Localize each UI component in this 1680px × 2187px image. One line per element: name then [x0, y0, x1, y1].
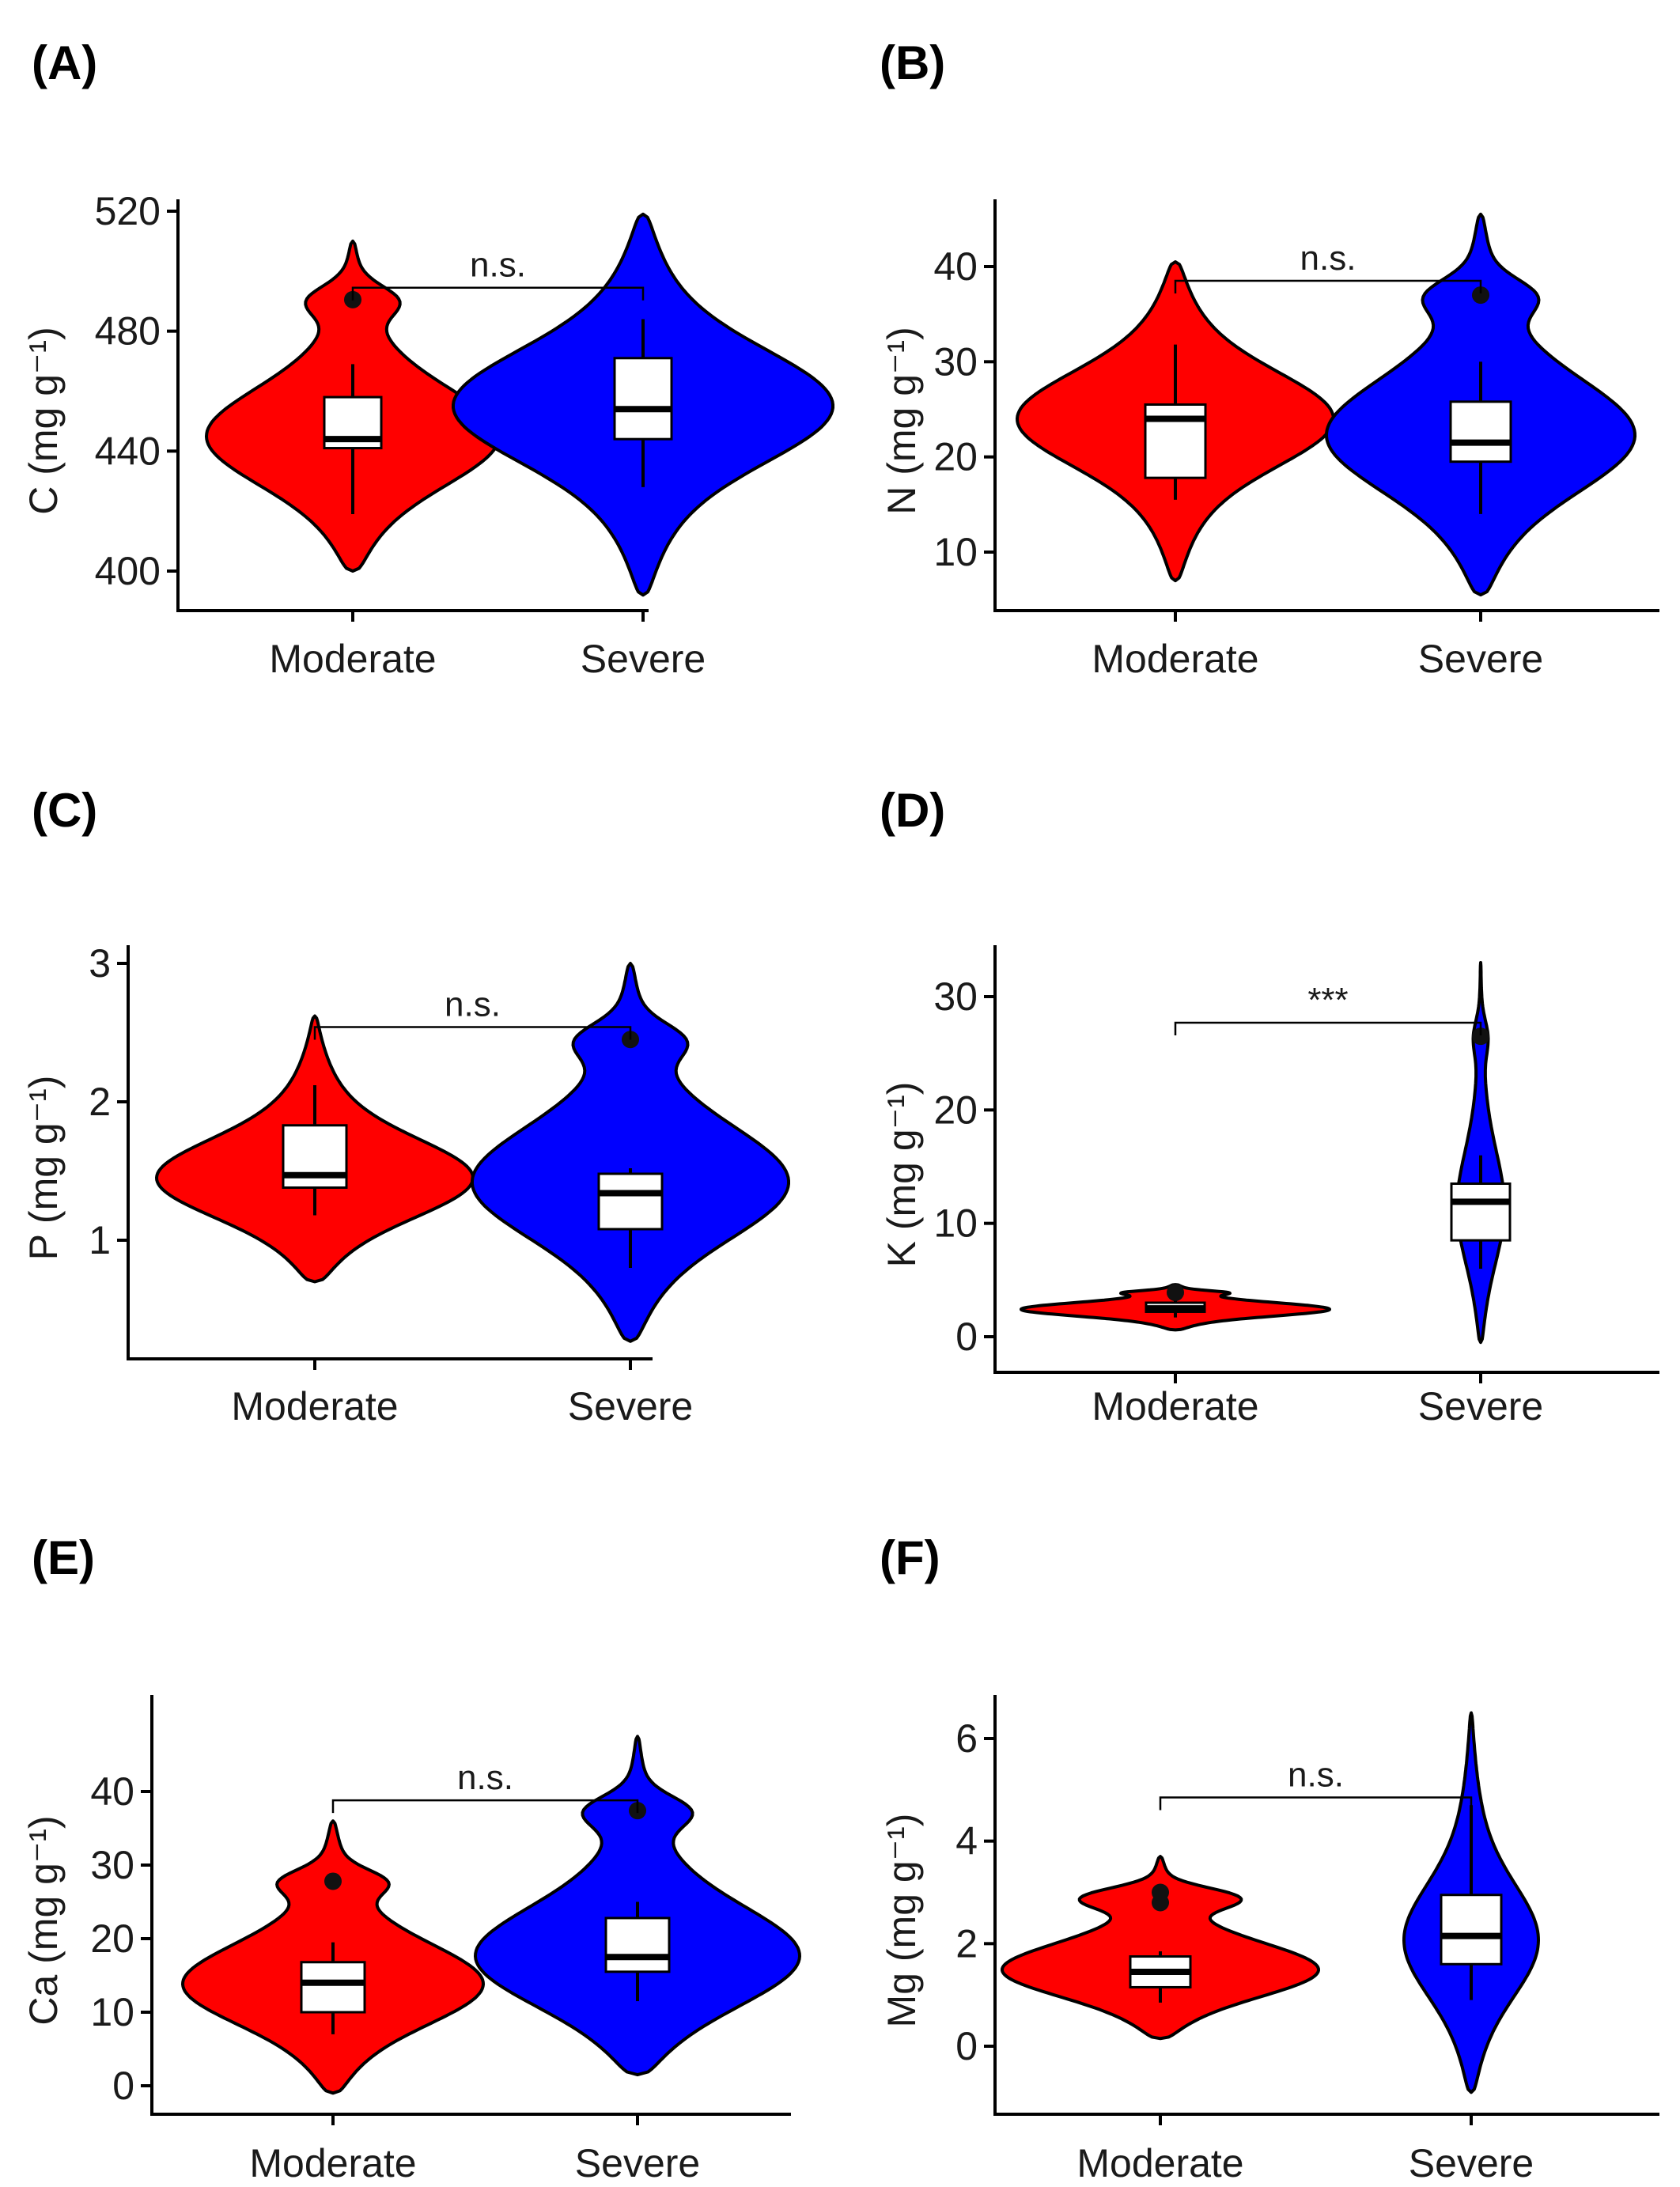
y-tick-label: 30 [933, 974, 978, 1019]
violin-group-severe [1450, 961, 1512, 1345]
panel-label: (A) [32, 36, 97, 89]
significance-bracket [331, 1799, 639, 1814]
violin-group-moderate [155, 1014, 475, 1284]
y-tick-label: 400 [95, 549, 161, 593]
x-tick-label: Moderate [1076, 2141, 1243, 2185]
y-tick-label: 480 [95, 309, 161, 354]
violin-group-severe [1325, 212, 1636, 597]
violin-moderate [1001, 1855, 1320, 2041]
violin-group-moderate [1001, 1855, 1320, 2041]
significance-label: n.s. [1300, 239, 1356, 278]
significance-label: *** [1307, 981, 1348, 1020]
x-tick-label: Moderate [231, 1384, 398, 1428]
x-tick-label: Severe [1418, 1384, 1543, 1428]
violin-group-severe [452, 212, 834, 597]
outlier-point [1152, 1883, 1169, 1901]
panel-e: (E) n.s. 0 10 20 30 40 Moderate Severe Ca (mg g⁻¹… [21, 1531, 801, 2185]
panel-label: (F) [880, 1531, 940, 1584]
panel-label: (B) [880, 36, 945, 89]
y-tick-label: 440 [95, 429, 161, 473]
x-tick-label: Severe [568, 1384, 693, 1428]
y-axis-title: P (mg g⁻¹) [21, 1076, 66, 1261]
y-axis-title: Mg (mg g⁻¹) [880, 1814, 924, 2028]
panel-d: (D) *** 0 10 20 30 Moderate Severe K (mg g⁻¹) [880, 784, 1659, 1428]
box [1440, 1894, 1503, 1966]
outlier-point [1472, 286, 1489, 305]
violin-group-moderate [1016, 260, 1335, 583]
y-tick-label: 30 [933, 339, 978, 384]
y-tick-label: 10 [90, 1990, 134, 2034]
y-tick-label: 0 [112, 2064, 134, 2108]
y-tick-label: 2 [89, 1080, 111, 1124]
y-axis-title: C (mg g⁻¹) [21, 327, 66, 515]
box [613, 357, 673, 441]
y-tick-label: 0 [955, 1315, 978, 1359]
box [1144, 403, 1207, 479]
y-tick-label: 3 [89, 941, 111, 986]
panel-a: (A) n.s. 400 440 480 520 Moderate Severe C (mg g… [21, 36, 834, 681]
significance-bracket [313, 1026, 632, 1040]
significance-label: n.s. [457, 1758, 513, 1797]
significance-bracket [1159, 1796, 1473, 1811]
y-tick-label: 520 [95, 189, 161, 233]
significance-bracket [1174, 1021, 1482, 1035]
panel-c: (C) n.s. 1 2 3 Moderate Severe P (mg g⁻¹) [21, 784, 790, 1428]
x-tick-label: Moderate [249, 2141, 416, 2185]
outlier-point [1472, 1027, 1489, 1046]
significance-label: n.s. [1288, 1756, 1344, 1795]
y-tick-label: 30 [90, 1843, 134, 1887]
x-tick-label: Severe [581, 637, 706, 681]
panel-label: (D) [880, 784, 945, 837]
significance-label: n.s. [445, 986, 501, 1024]
x-tick-label: Severe [1418, 637, 1543, 681]
violin-severe [1455, 961, 1506, 1345]
box [604, 1916, 671, 1973]
y-tick-label: 10 [933, 1201, 978, 1246]
violin-group-severe [1402, 1711, 1540, 2094]
box [1449, 400, 1512, 464]
y-axis-title: K (mg g⁻¹) [880, 1082, 924, 1268]
y-tick-label: 20 [90, 1916, 134, 1961]
box [300, 1961, 366, 2014]
y-tick-label: 4 [955, 1819, 978, 1863]
significance-bracket [351, 286, 645, 301]
violin-group-moderate [1020, 1283, 1331, 1332]
y-axis-title: Ca (mg g⁻¹) [21, 1815, 66, 2025]
y-axis-title: N (mg g⁻¹) [880, 327, 924, 515]
y-tick-label: 40 [90, 1769, 134, 1814]
y-tick-label: 6 [955, 1716, 978, 1761]
y-tick-label: 20 [933, 1088, 978, 1132]
y-tick-label: 20 [933, 435, 978, 479]
y-tick-label: 2 [955, 1921, 978, 1966]
outlier-point [324, 1872, 342, 1890]
violin-group-severe [471, 962, 790, 1343]
y-tick-label: 10 [933, 530, 978, 574]
box [1450, 1182, 1512, 1242]
violin-group-severe [474, 1735, 801, 2077]
panel-f: (F) n.s. 0 2 4 6 Moderate Severe Mg (mg g⁻¹) [880, 1531, 1659, 2185]
x-tick-label: Severe [575, 2141, 700, 2185]
y-tick-label: 1 [89, 1218, 111, 1262]
x-tick-label: Moderate [1092, 637, 1258, 681]
x-tick-label: Moderate [1092, 1384, 1258, 1428]
violin-group-moderate [181, 1819, 485, 2095]
y-tick-label: 0 [955, 2024, 978, 2068]
box [597, 1172, 664, 1231]
panel-label: (E) [32, 1531, 95, 1584]
outlier-point [1167, 1284, 1184, 1302]
x-tick-label: Severe [1409, 2141, 1534, 2185]
panel-b: (B) n.s. 10 20 30 40 Moderate Severe N (mg g⁻¹) [880, 36, 1659, 681]
y-tick-label: 40 [933, 244, 978, 289]
panel-label: (C) [32, 784, 97, 837]
x-tick-label: Moderate [269, 637, 436, 681]
violin-group-moderate [205, 239, 501, 573]
significance-bracket [1174, 279, 1482, 294]
significance-label: n.s. [470, 246, 526, 285]
violin-severe [471, 962, 790, 1343]
